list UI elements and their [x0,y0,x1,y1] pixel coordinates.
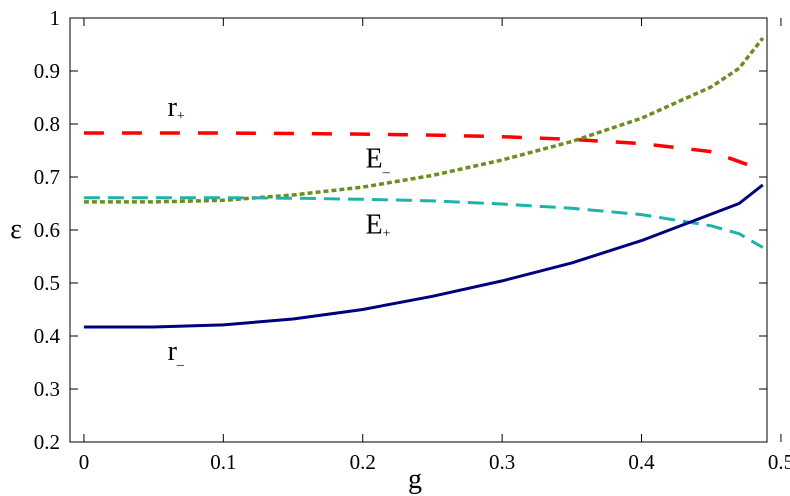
annotation-subscript: _ [176,353,185,368]
x-tick-label: 0.2 [350,450,376,474]
x-tick-label: 0.3 [489,450,515,474]
series-line-2 [83,196,764,249]
y-tick-label: 0.9 [34,59,60,83]
annotation-subscript: + [383,227,391,242]
y-tick-label: 1 [50,6,61,30]
annotation-base: E [366,143,383,174]
y-tick-label: 0.5 [34,271,60,295]
x-tick-label: 0.4 [628,450,655,474]
y-tick-label: 0.3 [34,377,60,401]
y-tick-label: 0.2 [34,430,60,454]
y-tick-label: 0.6 [34,218,60,242]
series-line-0 [83,131,764,172]
series-annotation: E_ [366,143,391,175]
annotation-base: r [168,92,178,123]
x-tick-label: 0.5 [768,450,790,474]
annotation-base: E [366,210,383,241]
x-tick-label: 0.1 [210,450,236,474]
series-line-1 [83,37,765,204]
y-axis-title: ε [10,214,22,245]
y-tick-label: 0.8 [34,112,60,136]
series-annotation: E+ [366,210,391,242]
x-axis-title: g [408,464,422,495]
plot-frame [69,17,768,443]
series-line-3 [83,183,764,329]
y-tick-label: 0.7 [34,165,60,189]
series-annotation: r+ [168,92,185,124]
annotation-base: r [168,336,178,367]
series-layer [83,37,765,329]
tick-labels: 0 0.1 0.2 0.3 0.4 0.5 0.2 0.3 0.4 0.5 0.6 0.7 0.8 0.9… [34,6,790,474]
ticks [70,17,782,443]
annotation-subscript: _ [382,160,391,175]
series-annotation: r_ [168,336,185,368]
annotation-subscript: + [177,109,185,124]
y-tick-label: 0.4 [34,324,61,348]
annotation-layer: r+E_E+r_ [168,92,391,368]
x-tick-label: 0 [79,450,90,474]
